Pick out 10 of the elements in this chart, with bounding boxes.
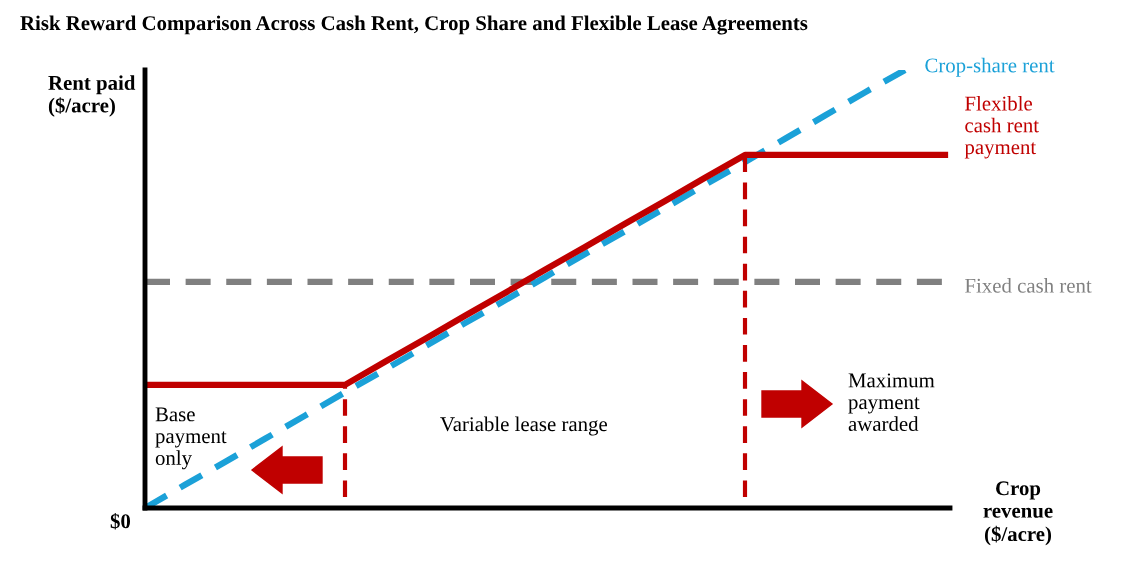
annotation: Base payment only	[155, 407, 227, 470]
x-axis-title: Crop revenue ($/acre)	[983, 481, 1053, 546]
series-label: Flexible cash rent payment	[964, 95, 1039, 159]
annotation: Maximum payment awarded	[848, 373, 935, 432]
chart-title: Risk Reward Comparison Across Cash Rent, Crop Share and Flexible Lease Agreements	[20, 15, 808, 35]
text: $0	[110, 512, 131, 530]
y-axis-title: Rent paid ($/acre)	[48, 75, 136, 117]
annotation: Variable lease range	[440, 416, 607, 436]
series-label: Fixed cash rent	[965, 278, 1092, 293]
series-label: Crop-share rent	[925, 57, 1055, 77]
